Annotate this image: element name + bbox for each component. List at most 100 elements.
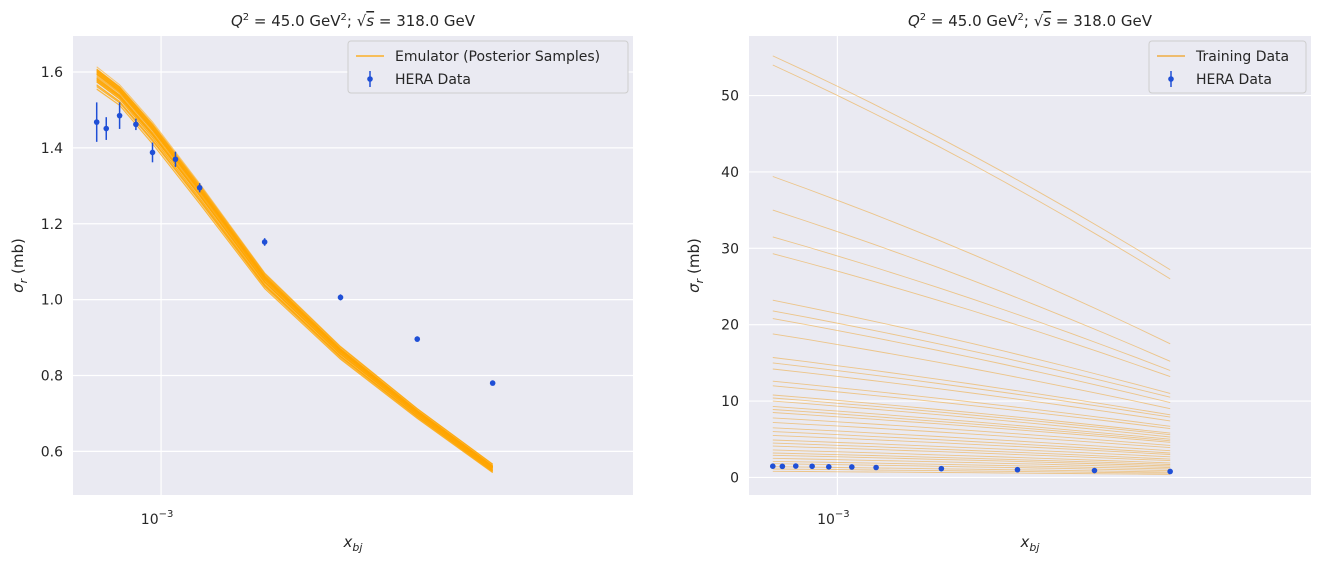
series-lines: [772, 55, 1171, 475]
hera-data-point: [1091, 467, 1098, 474]
hera-data-point: [809, 463, 815, 470]
emulator-sample-line: [96, 73, 493, 468]
training-data-line: [772, 449, 1171, 464]
hera-data-point: [489, 380, 496, 386]
title-text: = 45.0 GeV: [249, 12, 341, 30]
title-sup: 2: [920, 12, 926, 23]
legend-frame: [347, 40, 629, 94]
emulator-sample-line: [96, 84, 493, 472]
title-sup: 2: [1018, 12, 1024, 23]
left-panel: 0.60.81.01.21.41.610−3Q2 = 45.0 GeV2; √s…: [9, 12, 633, 554]
x-axis-label: xbj: [1020, 533, 1041, 554]
training-data-line: [772, 176, 1171, 345]
chart-title: Q2 = 45.0 GeV2; √s = 318.0 GeV: [908, 12, 1153, 30]
x-axis-label: xbj: [343, 533, 364, 554]
training-data-line: [772, 460, 1171, 470]
training-data-line: [772, 431, 1171, 454]
training-data-line: [772, 357, 1171, 416]
hera-data-point: [116, 112, 123, 119]
x-tick-exponent: −3: [159, 509, 174, 520]
training-data-line: [772, 64, 1171, 280]
legend-label: Emulator (Posterior Samples): [395, 49, 600, 65]
hera-data-point: [938, 465, 945, 472]
training-data-line: [772, 385, 1171, 430]
x-label-main: x: [343, 533, 353, 551]
title-text: = 318.0 GeV: [374, 12, 476, 30]
x-label-sub: bj: [352, 541, 363, 554]
y-label-sub: r: [693, 277, 706, 283]
training-data-line: [772, 380, 1171, 427]
training-data-line: [772, 209, 1171, 362]
x-tick-base: 10: [141, 512, 159, 528]
hera-data-point: [1167, 468, 1173, 475]
y-tick-label: 10: [721, 394, 739, 410]
emulator-sample-line: [96, 81, 493, 472]
training-data-line: [772, 409, 1171, 442]
hera-data-point: [337, 294, 344, 301]
training-data-line: [772, 454, 1171, 467]
hera-data-point: [825, 464, 832, 470]
hera-data-point: [149, 149, 156, 156]
x-tick-base: 10: [817, 512, 835, 528]
hera-data-point: [261, 239, 268, 245]
title-q: Q: [231, 12, 243, 30]
emulator-sample-line: [96, 79, 493, 469]
title-sqrt: √: [357, 12, 367, 30]
emulator-sample-line: [96, 68, 493, 466]
hera-data-point: [172, 156, 179, 163]
legend: Emulator (Posterior Samples) HERA Data: [347, 40, 629, 94]
legend-point-swatch: [1168, 76, 1174, 82]
training-data-line: [772, 394, 1171, 434]
hera-data-point: [93, 119, 100, 125]
x-label-sub: bj: [1029, 541, 1040, 554]
title-text: ;: [347, 12, 357, 30]
hera-data-point: [196, 184, 203, 191]
y-tick-label: 1.6: [41, 65, 63, 81]
y-tick-label: 0.6: [41, 444, 63, 460]
x-tick-label: 10−3: [141, 509, 174, 528]
y-label-unit: (mb): [685, 238, 703, 279]
emulator-sample-line: [96, 88, 493, 474]
training-data-line: [772, 427, 1171, 452]
title-q: Q: [908, 12, 920, 30]
y-label-main: σ: [685, 283, 703, 293]
training-data-line: [772, 405, 1171, 440]
legend-label: HERA Data: [1196, 72, 1272, 88]
training-data-line: [772, 310, 1171, 398]
training-data-line: [772, 236, 1171, 371]
legend-point-swatch: [367, 76, 373, 82]
title-sqrt: √: [1034, 12, 1044, 30]
y-label-main: σ: [9, 283, 27, 293]
training-data-line: [772, 368, 1171, 422]
y-label-unit: (mb): [9, 238, 27, 279]
y-tick-label: 0: [730, 470, 739, 486]
y-axis-label: σr (mb): [685, 238, 706, 293]
training-data-line: [772, 397, 1171, 436]
legend-label: HERA Data: [395, 72, 471, 88]
x-label-main: x: [1020, 533, 1030, 551]
hera-data-point: [873, 464, 879, 471]
y-tick-label: 50: [721, 89, 739, 105]
training-data-line: [772, 439, 1171, 458]
legend-frame: [1148, 40, 1307, 94]
training-data-line: [772, 457, 1171, 468]
emulator-sample-line: [96, 70, 493, 467]
plot-area: [73, 36, 633, 495]
title-s: s: [1043, 12, 1051, 30]
y-tick-label: 40: [721, 165, 739, 181]
series-lines: [96, 66, 493, 474]
training-data-line: [772, 55, 1171, 271]
hera-data-point: [779, 463, 786, 470]
training-data-line: [772, 468, 1171, 474]
chart-title: Q2 = 45.0 GeV2; √s = 318.0 GeV: [231, 12, 476, 30]
hera-data-point: [849, 464, 855, 470]
title-sup: 2: [341, 12, 347, 23]
training-data-line: [772, 421, 1171, 449]
y-tick-label: 30: [721, 241, 739, 257]
hera-data-point: [1014, 466, 1021, 473]
legend: Training Data HERA Data: [1148, 40, 1307, 94]
training-data-line: [772, 412, 1171, 443]
training-data-line: [772, 466, 1171, 473]
